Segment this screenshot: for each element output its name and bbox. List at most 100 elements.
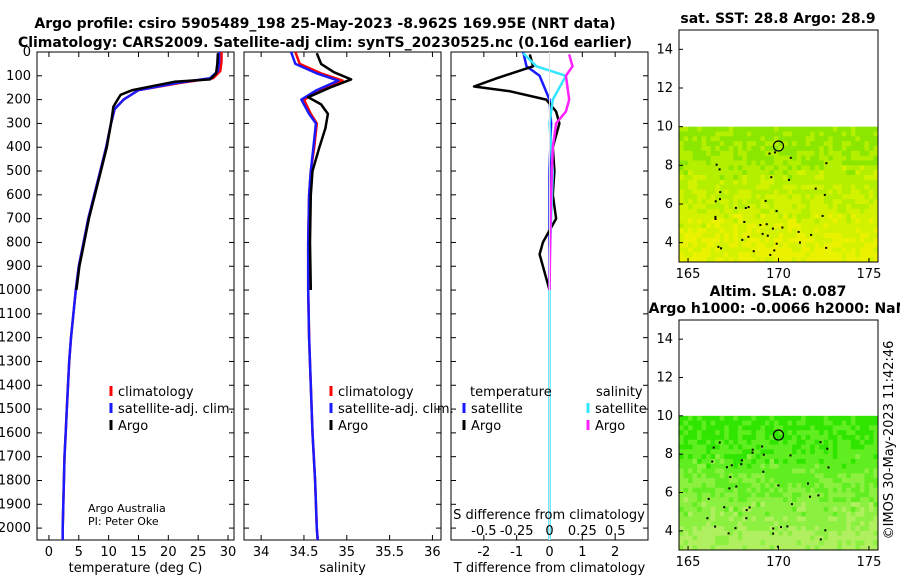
heatmap-cell xyxy=(850,502,856,508)
heatmap-cell xyxy=(810,223,816,229)
heatmap-cell xyxy=(841,511,847,517)
heatmap-cell xyxy=(737,184,743,190)
heatmap-cell xyxy=(760,223,766,229)
heatmap-cell xyxy=(855,179,861,186)
heatmap-cell xyxy=(823,155,829,161)
heatmap-cell xyxy=(760,530,766,537)
heatmap-cell xyxy=(859,478,865,484)
heatmap-cell xyxy=(710,492,716,498)
heatmap-cell xyxy=(823,535,829,541)
heatmap-cell xyxy=(859,463,865,469)
timestamp: ©IMOS 30-May-2023 11:42:46 xyxy=(882,341,897,540)
heatmap-cell xyxy=(733,242,739,248)
heatmap-cell xyxy=(792,237,797,244)
heatmap-cell xyxy=(859,165,865,171)
heatmap-cell xyxy=(701,435,707,441)
heatmap-cell xyxy=(873,141,879,147)
heatmap-cell xyxy=(746,126,752,132)
heatmap-cell xyxy=(715,502,721,508)
heatmap-cell xyxy=(841,516,847,522)
heatmap-cell xyxy=(737,535,743,541)
heatmap-cell xyxy=(859,223,865,229)
heatmap-cell xyxy=(742,257,748,263)
heatmap-cell xyxy=(819,420,825,426)
heatmap-cell xyxy=(783,487,788,493)
heatmap-cell xyxy=(751,502,757,508)
heatmap-cell xyxy=(823,506,829,513)
heatmap-cell xyxy=(751,233,757,239)
island-dot xyxy=(790,503,793,506)
heatmap-cell xyxy=(864,165,870,171)
heatmap-cell xyxy=(796,530,802,537)
heatmap-cell xyxy=(864,463,870,469)
heatmap-cell xyxy=(764,420,770,426)
heatmap-cell xyxy=(733,502,739,508)
heatmap-cell xyxy=(692,473,698,479)
heatmap-cell xyxy=(710,126,716,132)
heatmap-cell xyxy=(755,449,761,455)
heatmap-cell xyxy=(710,425,716,431)
difference-series-temperature-satellite xyxy=(521,51,553,290)
heatmap-cell xyxy=(688,204,693,210)
heatmap-cell xyxy=(751,141,757,147)
heatmap-cell xyxy=(683,530,689,537)
heatmap-cell xyxy=(792,126,797,132)
heatmap-cell xyxy=(855,526,861,532)
heatmap-cell xyxy=(846,478,852,484)
heatmap-cell xyxy=(783,165,788,171)
heatmap-cell xyxy=(787,530,793,537)
heatmap-cell xyxy=(692,530,698,537)
heatmap-cell xyxy=(773,242,779,248)
heatmap-cell xyxy=(751,237,757,244)
heatmap-cell xyxy=(773,237,779,244)
heatmap-cell xyxy=(701,468,707,474)
heatmap-cell xyxy=(855,126,861,132)
heatmap-cell xyxy=(719,194,725,200)
heatmap-cell xyxy=(701,242,707,248)
heatmap-cell xyxy=(706,502,712,508)
heatmap-cell xyxy=(737,526,743,532)
heatmap-cell xyxy=(855,204,861,210)
heatmap-cell xyxy=(796,136,802,142)
heatmap-cell xyxy=(850,131,856,137)
island-dot xyxy=(774,151,776,154)
heatmap-cell xyxy=(796,237,802,244)
heatmap-cell xyxy=(810,526,816,532)
heatmap-cell xyxy=(701,497,707,503)
heatmap-cell xyxy=(728,170,734,176)
heatmap-cell xyxy=(819,194,825,200)
heatmap-cell xyxy=(733,492,739,498)
heatmap-cell xyxy=(733,473,739,479)
heatmap-cell xyxy=(828,194,834,200)
heatmap-cell xyxy=(688,473,693,479)
heatmap-cell xyxy=(764,257,770,263)
heatmap-cell xyxy=(846,530,852,537)
heatmap-cell xyxy=(697,160,703,166)
heatmap-cell xyxy=(760,492,766,498)
heatmap-cell xyxy=(773,454,779,460)
heatmap-cell xyxy=(801,502,807,508)
heatmap-cell xyxy=(773,458,779,465)
heatmap-cell xyxy=(805,449,811,455)
heatmap-cell xyxy=(773,530,779,537)
heatmap-cell xyxy=(769,247,775,253)
heatmap-cell xyxy=(715,199,721,205)
heatmap-cell xyxy=(814,141,820,147)
heatmap-cell xyxy=(850,478,856,484)
heatmap-cell xyxy=(764,473,770,479)
heatmap-cell xyxy=(801,458,807,465)
heatmap-cell xyxy=(751,189,757,195)
heatmap-cell xyxy=(746,506,752,513)
heatmap-cell xyxy=(733,545,739,551)
heatmap-cell xyxy=(710,516,716,522)
heatmap-cell xyxy=(855,233,861,239)
heatmap-cell xyxy=(706,242,712,248)
heatmap-cell xyxy=(814,155,820,161)
heatmap-cell xyxy=(692,420,698,426)
heatmap-cell xyxy=(697,237,703,244)
heatmap-cell xyxy=(746,516,752,522)
x-tick-label: 10 xyxy=(100,545,117,560)
heatmap-cell xyxy=(841,223,847,229)
heatmap-cell xyxy=(814,435,820,441)
heatmap-cell xyxy=(769,218,775,224)
